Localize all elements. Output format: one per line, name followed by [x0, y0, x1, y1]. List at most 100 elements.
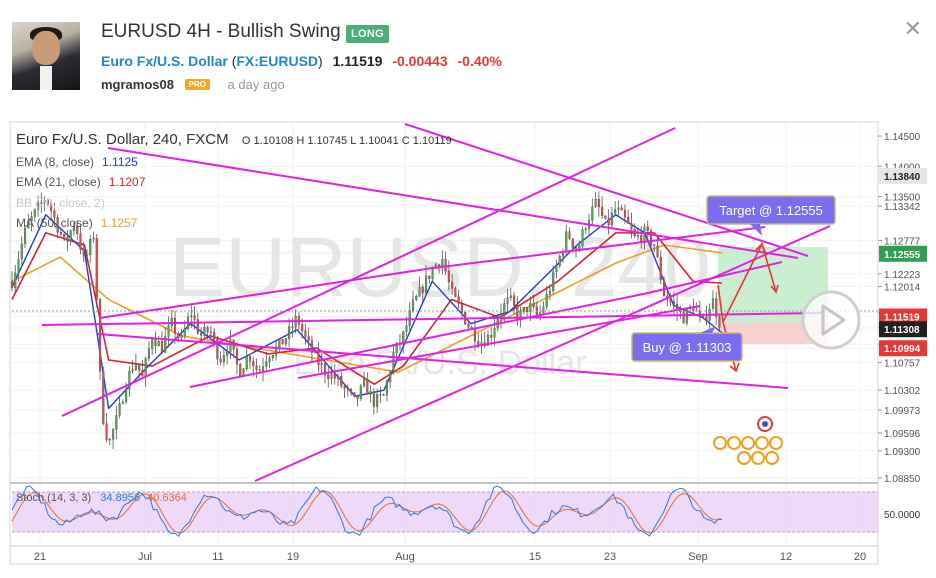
- close-icon[interactable]: ✕: [903, 16, 922, 41]
- candle-body: [711, 298, 714, 310]
- price-chart[interactable]: EURUSD, 240 Euro Fx/U.S. Dollar Target @…: [0, 112, 936, 578]
- candle-body: [288, 326, 291, 339]
- price-tag: [879, 245, 927, 262]
- candle-body: [441, 259, 444, 267]
- candle-body: [477, 341, 480, 346]
- candle-body: [160, 341, 164, 353]
- candle-body: [604, 215, 607, 219]
- trendline: [61, 127, 676, 417]
- candle-body: [98, 299, 102, 372]
- candle-body: [261, 366, 265, 371]
- idea-header: EURUSD 4H - Bullish Swing LONG Euro Fx/U…: [0, 0, 936, 112]
- price-tag: [879, 308, 927, 325]
- price-tick-label: 1.13840: [884, 172, 921, 183]
- candle-body: [271, 355, 274, 359]
- candle-body: [356, 395, 359, 399]
- trendline: [297, 305, 701, 379]
- candle-body: [359, 385, 362, 399]
- candle-body: [43, 200, 46, 203]
- candle-body: [499, 313, 503, 320]
- candle-body: [669, 299, 672, 302]
- candle-body: [522, 307, 525, 312]
- trendline: [41, 312, 823, 326]
- candle-body: [402, 331, 405, 344]
- candle-body: [640, 235, 643, 242]
- buy-label[interactable]: Buy @ 1.11303: [631, 326, 743, 362]
- time-tick-label: 11: [212, 551, 223, 563]
- candle-body: [89, 238, 92, 256]
- candle-body: [79, 233, 82, 250]
- candle-body: [222, 355, 225, 363]
- price-tick-label: 1.09973: [884, 406, 921, 417]
- candle-body: [46, 200, 49, 205]
- candle-body: [451, 281, 454, 289]
- time-tick-label: Aug: [395, 551, 415, 563]
- candle-body: [346, 387, 349, 390]
- candle-body: [219, 358, 222, 363]
- candle-body: [92, 237, 95, 240]
- price-tick-label: 1.09300: [884, 447, 921, 458]
- candle-body: [376, 394, 379, 407]
- candle-body: [14, 272, 17, 289]
- price-tick-label: 1.14000: [884, 162, 921, 173]
- candle-body: [552, 271, 555, 292]
- price-tick-label: 1.09596: [884, 429, 921, 440]
- trendline: [647, 261, 783, 294]
- candle-body: [627, 216, 630, 224]
- price-tag: [879, 321, 927, 338]
- candle-body: [284, 338, 287, 345]
- price-tick-label: 1.12223: [884, 270, 921, 281]
- candle-body: [125, 389, 128, 402]
- candle-body: [516, 305, 519, 319]
- candle-body: [144, 358, 147, 377]
- target-label[interactable]: Target @ 1.12555: [706, 195, 836, 236]
- candle-body: [183, 328, 186, 336]
- candle-body: [252, 361, 255, 367]
- candle-body: [389, 371, 392, 382]
- candle-body: [385, 381, 388, 396]
- candle-body: [304, 330, 307, 337]
- candle-body: [636, 235, 640, 237]
- candle-body: [85, 254, 89, 256]
- candle-body: [656, 245, 659, 258]
- candle-body: [59, 231, 62, 235]
- candle-body: [447, 270, 450, 283]
- candle-body: [340, 376, 343, 387]
- symbol-name-link[interactable]: Euro Fx/U.S. Dollar: [101, 53, 228, 69]
- price-tick-label: 1.10757: [884, 359, 921, 370]
- loss-zone: [718, 323, 828, 344]
- candle-body: [718, 316, 721, 328]
- candle-body: [37, 202, 40, 210]
- time-tick-label: Jul: [138, 551, 152, 563]
- elliott-wave-icons: [713, 416, 783, 465]
- price-tick-label: 1.11519: [884, 312, 920, 323]
- wave-dot: [737, 451, 751, 465]
- candle-body: [630, 223, 633, 230]
- candle-body: [27, 221, 30, 229]
- time-axis[interactable]: 21 Jul 11 19 Aug 15 23 Sep 12 20: [34, 551, 866, 563]
- idea-title: EURUSD 4H - Bullish Swing: [101, 21, 341, 42]
- play-replay-icon[interactable]: [801, 290, 861, 350]
- candle-body: [50, 203, 53, 211]
- candle-body: [454, 288, 457, 297]
- wave-dot: [727, 436, 741, 450]
- wave-dot: [769, 436, 783, 450]
- candle-body: [649, 230, 653, 245]
- author-link[interactable]: mgramos08: [101, 77, 174, 92]
- long-badge: LONG: [346, 25, 389, 43]
- candle-body: [350, 388, 353, 393]
- candle-body: [323, 363, 327, 375]
- candle-body: [154, 339, 157, 347]
- candle-body: [275, 346, 278, 356]
- candle-body: [134, 363, 137, 370]
- candle-body: [95, 237, 98, 300]
- avatar[interactable]: [12, 22, 80, 90]
- candle-body: [424, 275, 428, 293]
- candle-body: [147, 348, 150, 359]
- candle-body: [486, 335, 490, 346]
- candle-body: [601, 206, 604, 216]
- wave-dot: [762, 421, 768, 427]
- symbol-code-link[interactable]: FX:EURUSD: [236, 53, 319, 69]
- candle-body: [555, 265, 558, 272]
